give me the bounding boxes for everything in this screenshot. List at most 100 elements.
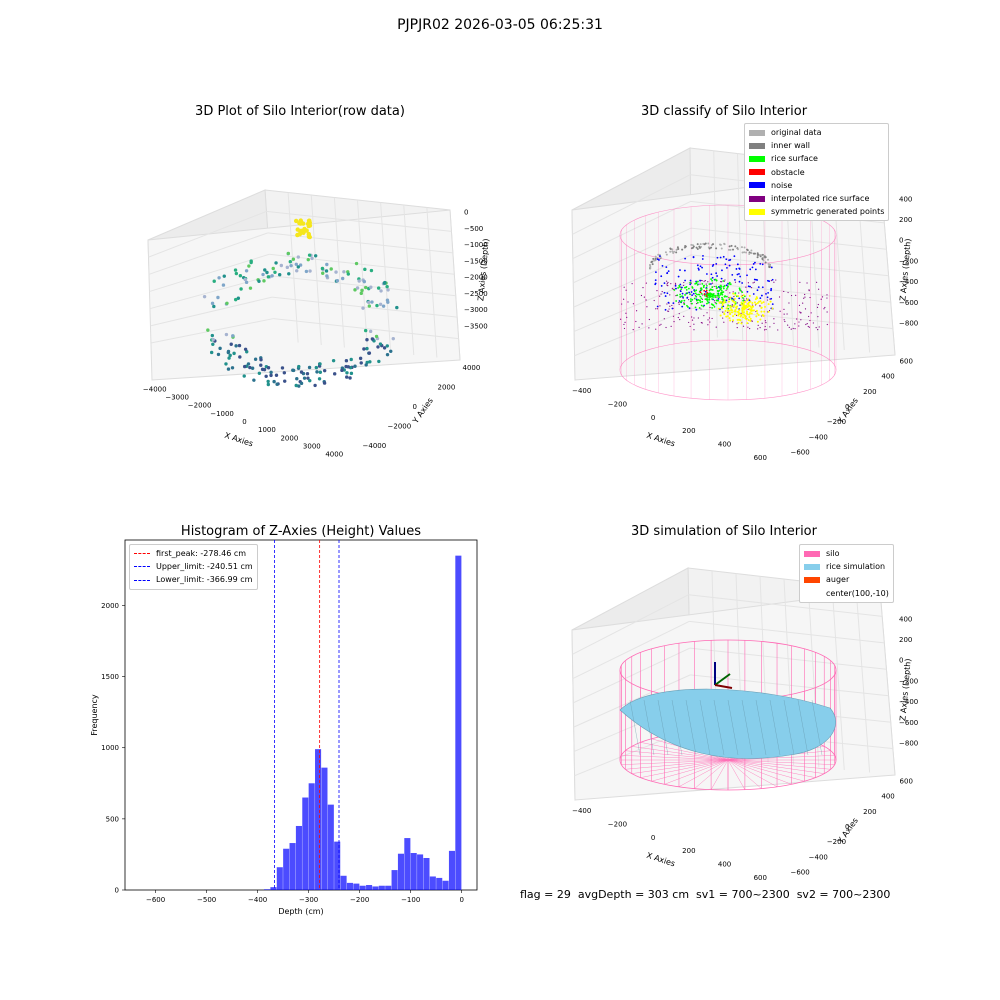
- cls-interp-point: [679, 318, 681, 321]
- raw-data-point: [320, 266, 325, 271]
- legend-swatch: [804, 577, 820, 583]
- cls-noise-point: [697, 267, 700, 270]
- cls-interp-point: [645, 282, 647, 284]
- sim-y-tick-label: −400: [809, 853, 828, 861]
- cls-interp-point: [779, 310, 781, 312]
- cls-symmetric-point: [746, 322, 749, 325]
- cls-noise-point: [661, 264, 664, 267]
- cls-wall-point: [764, 261, 767, 264]
- cls-noise-point: [679, 283, 682, 286]
- raw-data-point: [363, 328, 368, 333]
- hist-x-tick-label: −600: [146, 896, 165, 904]
- raw-data-point: [221, 283, 226, 287]
- cls-interp-point: [623, 286, 625, 288]
- sim-y-tick-label: −600: [790, 868, 809, 876]
- raw-data-point: [285, 265, 290, 270]
- raw-data-point: [212, 304, 216, 309]
- raw-data-point: [395, 305, 399, 310]
- cls-noise-point: [759, 263, 762, 265]
- cls-symmetric-point: [742, 316, 745, 319]
- cls-rice-point: [741, 291, 744, 294]
- legend-item: symmetric generated points: [749, 205, 884, 218]
- cls-noise-point: [746, 274, 748, 277]
- cls-rice-point: [707, 301, 710, 304]
- raw-grid-line: [266, 210, 452, 232]
- sim-silo-spoke: [710, 759, 729, 790]
- cls-interp-point: [688, 299, 690, 301]
- cls-interp-point: [689, 325, 691, 328]
- raw-data-point: [291, 368, 296, 373]
- sim-grid-line: [831, 584, 845, 771]
- raw-data-point: [234, 344, 238, 348]
- cls-noise-point: [747, 285, 750, 288]
- cls-interp-point: [775, 279, 777, 281]
- cls-noise-point: [751, 266, 754, 269]
- cls-symmetric-point: [756, 297, 759, 300]
- cls-interp-point: [792, 327, 794, 330]
- cls-symmetric-point: [729, 319, 732, 322]
- raw-data-point: [283, 379, 287, 383]
- raw-y-tick-label: 2000: [438, 383, 456, 391]
- cls-noise-point: [720, 277, 723, 280]
- cls-interp-point: [623, 327, 626, 330]
- cls-noise-point: [728, 259, 730, 262]
- cls-noise-point: [663, 291, 666, 294]
- legend-label: first_peak: -278.46 cm: [156, 549, 247, 558]
- raw-data-point: [357, 279, 361, 283]
- cls-rice-point: [711, 286, 714, 288]
- cls-wall-point: [748, 251, 751, 254]
- cls-symmetric-point: [771, 307, 774, 310]
- raw-data-point: [248, 286, 253, 290]
- legend-swatch: [804, 550, 820, 557]
- cls-symmetric-point: [753, 301, 756, 304]
- raw-data-point: [375, 303, 379, 308]
- cls-rice-point: [714, 296, 717, 299]
- cls-symmetric-point: [740, 303, 743, 306]
- cls-wall-point: [730, 244, 733, 247]
- cls-rice-point: [726, 286, 729, 289]
- cls-rice-point: [709, 294, 712, 297]
- histogram-chart: −600 −500 −400 −300 −200 −100 0 0 500 1000 1500 200…: [90, 539, 478, 916]
- raw-data-point: [217, 276, 221, 280]
- cls-y-tick-label: −200: [827, 418, 846, 426]
- raw-data-point: [269, 370, 273, 375]
- raw-data-point: [248, 365, 252, 370]
- cls-obstacle-point: [705, 294, 708, 297]
- sim-x-tick-label: 600: [754, 874, 767, 880]
- raw-data-point: [344, 359, 349, 363]
- cls-rice-point: [719, 288, 722, 291]
- cls-z-tick-label: −200: [899, 257, 918, 265]
- raw-data-point: [363, 285, 368, 290]
- cls-noise-point: [761, 286, 764, 289]
- legend-line-swatch: [134, 566, 150, 568]
- cls-wall-point: [719, 243, 722, 246]
- hist-y-tick-label: 500: [106, 815, 119, 823]
- cls-noise-point: [770, 289, 772, 292]
- cls-symmetric-point: [741, 307, 744, 310]
- hist-y-tick-label: 1000: [101, 744, 119, 752]
- cls-interp-point: [669, 294, 671, 296]
- cls-symmetric-point: [746, 310, 749, 313]
- cls-interp-point: [627, 301, 629, 303]
- raw-data-point: [206, 328, 210, 332]
- raw-data-point: [266, 366, 271, 370]
- raw-x-tick-label: −3000: [165, 394, 189, 402]
- legend-item: center(100,-10): [804, 587, 889, 600]
- raw-data-point: [294, 383, 298, 388]
- cls-symmetric-point: [737, 321, 740, 324]
- histogram-bar: [385, 885, 392, 890]
- sim-rice-mesh-line: [769, 699, 781, 756]
- cls-interp-point: [716, 296, 718, 298]
- raw-data-point: [376, 345, 380, 349]
- cls-interp-point: [707, 281, 709, 283]
- cls-noise-point: [717, 297, 720, 300]
- cls-rice-point: [691, 287, 694, 289]
- cls-noise-point: [716, 256, 719, 259]
- cls-wall-point: [665, 253, 668, 256]
- cls-interp-point: [809, 319, 811, 322]
- raw-data-point: [228, 353, 232, 358]
- raw-z-tick-label: −3500: [464, 322, 488, 330]
- raw-data-point: [346, 365, 350, 369]
- raw-grid-line: [148, 232, 269, 275]
- cls-symmetric-point: [736, 318, 739, 321]
